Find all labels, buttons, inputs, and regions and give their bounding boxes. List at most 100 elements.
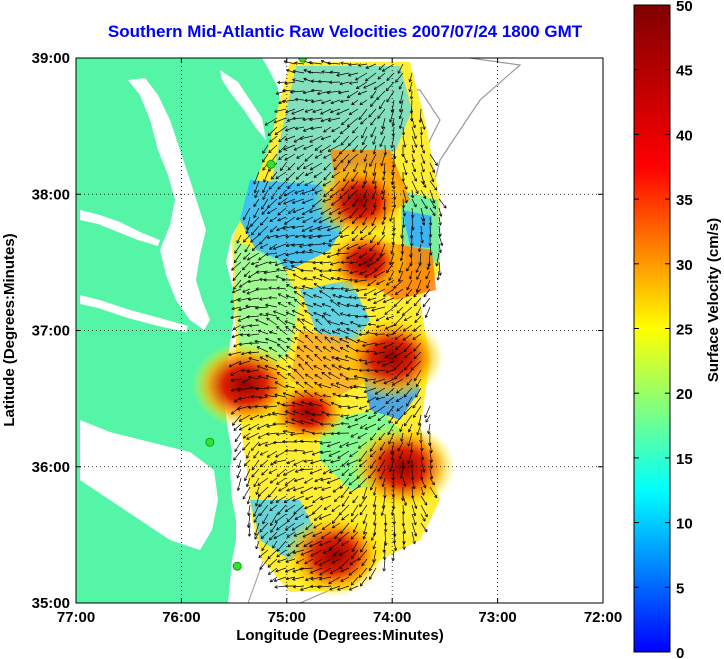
velocity-arrowhead (384, 326, 389, 330)
velocity-arrow (334, 531, 341, 539)
velocity-arrowhead (424, 314, 429, 319)
velocity-arrowhead (303, 390, 308, 394)
velocity-arrow (338, 405, 350, 408)
velocity-arrowhead (276, 372, 281, 376)
velocity-arrowhead (341, 463, 345, 467)
velocity-arrowhead (277, 338, 281, 342)
velocity-arrowhead (404, 171, 408, 176)
velocity-arrow (240, 333, 251, 336)
velocity-arrowhead (292, 550, 296, 555)
velocity-arrow (267, 558, 278, 568)
velocity-arrowhead (302, 219, 306, 223)
velocity-arrow (408, 432, 413, 447)
velocity-arrow (319, 290, 332, 299)
velocity-arrow (411, 513, 417, 526)
velocity-arrow (314, 558, 323, 565)
velocity-arrow (366, 331, 377, 335)
velocity-arrow (420, 513, 426, 522)
velocity-arrowhead (276, 481, 280, 485)
velocity-arrowhead (291, 200, 296, 204)
velocity-arrow (236, 468, 242, 479)
velocity-arrow (268, 567, 278, 575)
y-tick-label: 36:00 (32, 459, 70, 476)
velocity-arrow (272, 540, 278, 549)
velocity-arrowhead (263, 278, 267, 282)
velocity-arrow (292, 198, 305, 204)
velocity-arrowhead (382, 293, 387, 297)
velocity-arrow (230, 315, 242, 319)
velocity-arrow (263, 405, 278, 408)
velocity-arrow (256, 346, 269, 353)
velocity-arrowhead (308, 402, 312, 406)
velocity-arrow (234, 243, 242, 254)
velocity-arrow (380, 126, 386, 135)
velocity-arrowhead (400, 438, 404, 442)
velocity-arrowhead (256, 365, 261, 369)
velocity-arrowhead (323, 167, 327, 171)
velocity-arrowhead (380, 512, 385, 516)
velocity-arrow (358, 252, 368, 259)
velocity-arrowhead (320, 535, 325, 539)
velocity-arrow (265, 354, 278, 362)
velocity-arrowhead (347, 425, 351, 429)
velocity-arrow (320, 207, 332, 215)
velocity-arrowhead (268, 296, 272, 300)
velocity-arrowhead (391, 382, 396, 386)
velocity-arrow (341, 513, 350, 521)
velocity-arrowhead (341, 542, 345, 546)
velocity-arrowhead (402, 328, 407, 332)
velocity-arrowhead (350, 555, 354, 559)
velocity-arrowhead (293, 439, 297, 444)
velocity-arrowhead (301, 211, 306, 216)
velocity-arrow (392, 486, 395, 498)
velocity-arrow (372, 171, 377, 184)
velocity-arrowhead (363, 292, 367, 296)
velocity-arrow (296, 216, 305, 220)
velocity-arrowhead (386, 411, 391, 416)
velocity-arrowhead (313, 439, 317, 444)
velocity-arrowhead (376, 257, 380, 262)
velocity-arrow (257, 486, 269, 497)
velocity-arrowhead (438, 249, 442, 253)
velocity-arrow (313, 312, 323, 317)
velocity-arrow (339, 81, 350, 85)
velocity-arrow (341, 468, 350, 476)
velocity-arrowhead (248, 405, 252, 409)
velocity-arrow (295, 251, 305, 254)
velocity-arrowhead (309, 117, 313, 122)
velocity-arrowhead (355, 85, 360, 89)
velocity-arrowhead (248, 351, 252, 355)
velocity-arrowhead (403, 422, 408, 427)
velocity-arrow (338, 295, 350, 299)
velocity-arrowhead (281, 99, 286, 104)
velocity-arrow (233, 423, 242, 431)
velocity-arrow (264, 117, 278, 126)
velocity-arrow (338, 269, 350, 272)
velocity-arrowhead (398, 278, 402, 283)
velocity-arrowhead (318, 516, 323, 520)
velocity-arrowhead (340, 494, 344, 499)
velocity-arrowhead (379, 447, 383, 451)
velocity-arrow (399, 450, 404, 460)
velocity-arrowhead (424, 513, 428, 518)
velocity-arrowhead (280, 167, 284, 171)
velocity-arrowhead (294, 190, 298, 194)
velocity-arrowhead (273, 535, 277, 539)
velocity-arrow (429, 477, 435, 486)
velocity-arrow (253, 450, 260, 459)
velocity-arrow (344, 394, 359, 398)
velocity-arrow (411, 225, 413, 239)
velocity-arrowhead (404, 317, 408, 321)
velocity-arrow (331, 513, 341, 524)
velocity-arrow (374, 261, 386, 272)
velocity-arrowhead (357, 63, 362, 67)
velocity-arrow (420, 504, 428, 518)
velocity-arrow (381, 504, 386, 516)
velocity-arrow (355, 396, 368, 399)
velocity-arrowhead (285, 420, 289, 424)
velocity-arrow (370, 117, 377, 126)
velocity-arrow (370, 90, 377, 99)
velocity-arrow (385, 315, 395, 320)
velocity-arrow (310, 459, 323, 464)
velocity-arrow (241, 351, 251, 355)
